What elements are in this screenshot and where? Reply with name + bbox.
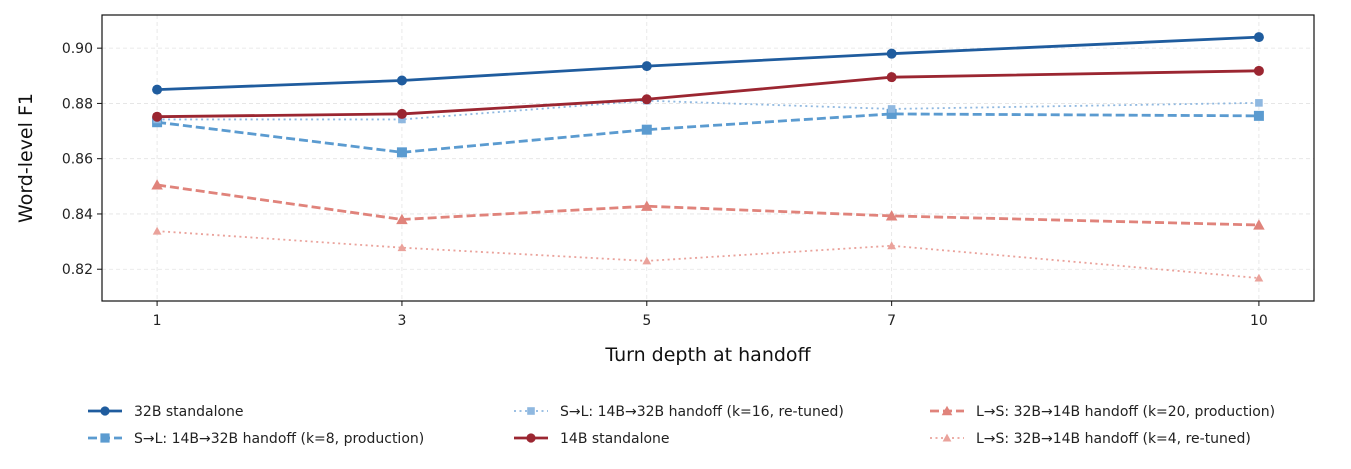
series-line [157,69,1259,119]
y-tick-label: 0.88 [62,96,93,112]
series-line [156,112,1259,154]
series-line [157,230,1259,279]
data-point [151,179,163,190]
data-point [152,226,162,235]
axes: 0.82 0.84 0.86 0.88 0.90 1 3 5 7 10 [62,41,1268,329]
legend-item: 14B standalone [514,431,670,447]
data-point [1253,65,1264,76]
data-point [398,115,406,124]
data-point [886,48,897,59]
series-1 [152,32,1264,95]
data-point [396,108,407,119]
data-point [641,61,652,72]
legend-item: S→L: 14B→32B handoff (k=8, production) [88,431,424,447]
series-line [157,35,1259,92]
data-point [1253,219,1265,230]
legend-swatch-marker [942,433,952,442]
data-point [641,124,652,135]
plot-frame [101,14,1315,302]
data-point [641,200,653,211]
legend-item: S→L: 14B→32B handoff (k=16, re-tuned) [514,404,844,420]
series-line [156,183,1259,227]
legend-swatch-marker [527,407,535,415]
legend-swatch-marker [526,433,536,443]
legend-item: 32B standalone [88,404,244,420]
data-point [886,108,897,119]
x-tick-label: 3 [397,313,406,329]
y-tick-label: 0.86 [62,152,93,168]
data-point [152,84,163,95]
y-tick-label: 0.90 [62,41,93,57]
legend-label: 32B standalone [134,404,244,420]
data-point [1253,32,1264,43]
y-axis-title: Word-level F1 [15,93,37,223]
data-point [396,147,407,158]
y-tick-label: 0.82 [62,262,93,278]
data-point [152,111,163,122]
legend-swatch-marker [100,433,110,443]
data-point [1253,110,1264,121]
legend: 32B standalone S→L: 14B→32B handoff (k=8,… [88,404,1275,447]
data-point [641,94,652,105]
x-axis-title: Turn depth at handoff [604,344,811,366]
legend-swatch-marker [100,406,110,416]
data-point [397,243,407,252]
series-5 [151,179,1265,230]
data-point [1254,273,1264,282]
series-3 [153,96,1263,124]
series-4 [152,65,1264,122]
data-point [886,72,897,83]
data-point [396,213,408,225]
data-point [642,256,652,265]
legend-label: L→S: 32B→14B handoff (k=4, re-tuned) [976,431,1251,447]
legend-swatch-marker [941,405,953,416]
x-tick-label: 1 [153,313,162,329]
x-tick-label: 5 [642,313,651,329]
y-tick-label: 0.84 [62,207,93,223]
x-tick-label: 10 [1250,313,1268,329]
data-point [887,105,896,113]
legend-item: L→S: 32B→14B handoff (k=20, production) [930,404,1275,420]
data-point [885,210,898,221]
series-6 [152,226,1264,282]
data-point [1255,99,1263,107]
grid-lines [102,15,1314,301]
legend-label: S→L: 14B→32B handoff (k=16, re-tuned) [560,404,844,420]
data-point [396,75,407,86]
data-point [887,241,897,250]
legend-label: 14B standalone [560,431,670,447]
legend-item: L→S: 32B→14B handoff (k=4, re-tuned) [930,431,1251,447]
legend-label: L→S: 32B→14B handoff (k=20, production) [976,404,1275,420]
legend-label: S→L: 14B→32B handoff (k=8, production) [134,431,424,447]
series-layer [151,32,1265,282]
x-tick-label: 7 [887,313,896,329]
